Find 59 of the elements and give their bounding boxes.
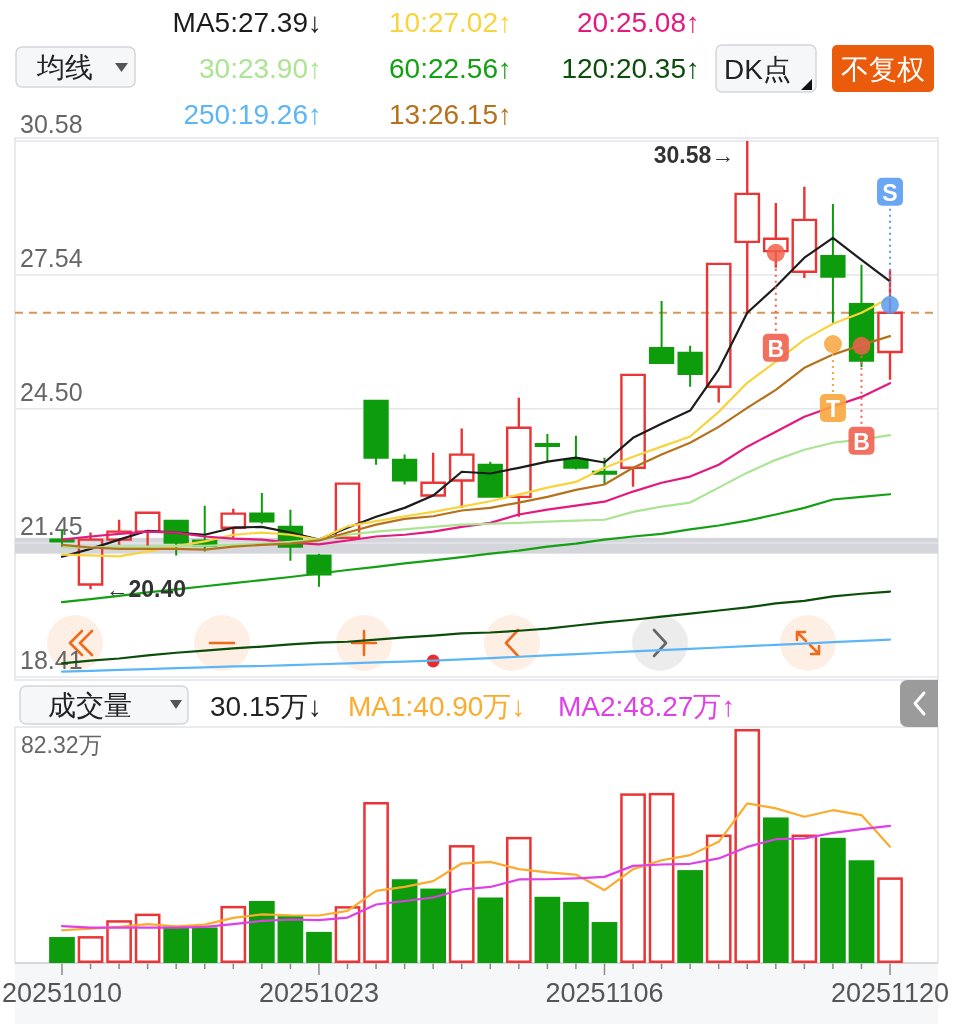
- bar: [791, 834, 818, 963]
- bar: [277, 916, 304, 963]
- bar: [163, 926, 190, 963]
- bar: [306, 931, 332, 963]
- text: 30.15万↓: [210, 690, 323, 722]
- y-tick-label: 30.58: [20, 110, 83, 138]
- bar: [534, 896, 561, 963]
- bar: [848, 860, 875, 963]
- text: B: [767, 335, 785, 362]
- y-tick-label: 21.45: [20, 512, 83, 541]
- bar: [877, 877, 903, 963]
- y-tick-label: 27.54: [20, 243, 83, 272]
- annotation: 30.58→: [653, 142, 735, 168]
- y-tick-label: 18.41: [20, 646, 83, 674]
- bar: [420, 888, 447, 963]
- text: S: [882, 179, 898, 206]
- bar: [106, 920, 132, 963]
- bar: [249, 900, 275, 963]
- bar: [448, 845, 475, 963]
- bar: [591, 922, 618, 963]
- bar: [677, 870, 703, 963]
- y-tick-label: 24.50: [20, 377, 83, 406]
- bar: [191, 927, 218, 963]
- text: MA1:40.90万↓: [348, 690, 526, 722]
- text: 60:22.56↑: [389, 52, 512, 84]
- bar: [49, 937, 75, 963]
- text: DK点: [724, 53, 791, 85]
- series-label: T: [825, 396, 840, 423]
- x-tick-label: 20251010: [1, 978, 123, 1008]
- bar: [734, 729, 761, 963]
- bar: [563, 901, 589, 963]
- text: B: [853, 428, 870, 455]
- text: 120:20.35↑: [561, 52, 700, 84]
- bar: [820, 837, 846, 963]
- bar: [77, 936, 104, 963]
- text: MA2:48.27万↑: [558, 690, 736, 722]
- annotation: 82.32万: [21, 732, 102, 758]
- bar: [477, 897, 504, 963]
- text: 20:25.08↑: [577, 6, 700, 38]
- text: MA5:27.39↓: [172, 6, 322, 38]
- bar: [363, 802, 389, 963]
- bar: [705, 834, 732, 963]
- x-tick-label: 20251120: [830, 978, 950, 1008]
- bar: [334, 906, 361, 963]
- text: 10:27.02↑: [389, 6, 512, 38]
- bar: [620, 793, 646, 963]
- text: 不复权: [841, 53, 925, 85]
- bar: [762, 817, 789, 963]
- bar: [648, 792, 675, 963]
- bar: [220, 905, 247, 963]
- text: 均线: [36, 51, 93, 83]
- x-tick-label: 20251023: [258, 978, 380, 1008]
- text: 13:26.15↑: [389, 98, 512, 130]
- text: 30:23.90↑: [199, 52, 322, 84]
- bar: [505, 836, 532, 963]
- text: 250:19.26↑: [183, 98, 322, 130]
- text: 成交量: [48, 689, 132, 721]
- bar: [391, 879, 418, 963]
- x-tick-label: 20251106: [545, 978, 664, 1008]
